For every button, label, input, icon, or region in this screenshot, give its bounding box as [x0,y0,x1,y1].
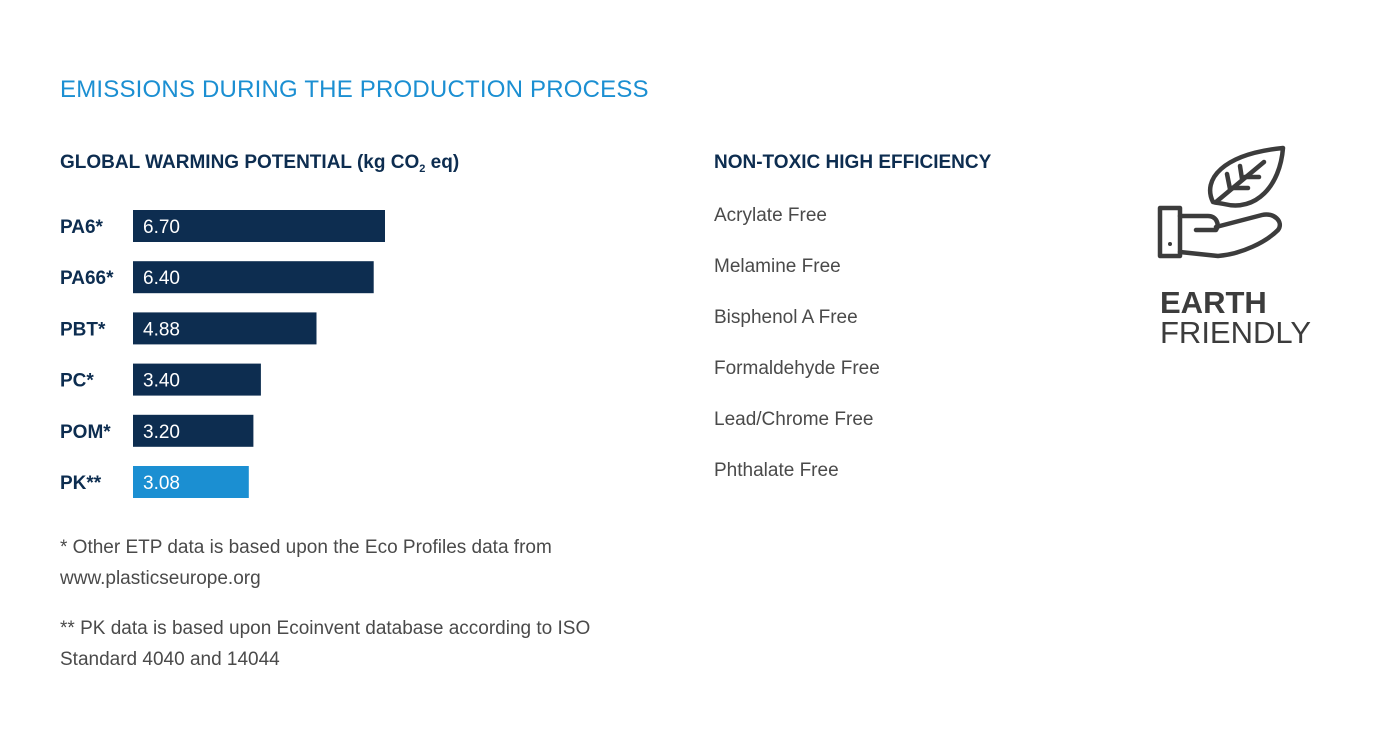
features-title: NON-TOXIC HIGH EFFICIENCY [714,152,992,173]
gwp-bar-chart: PA6* 6.70 PA66* 6.40 PBT* 4.88 PC* 3.40 POM* 3.20… [60,210,385,498]
bar [133,466,249,498]
bar-value-label: 6.70 [143,217,180,238]
footnote-ecoinvent: ** PK data is based upon Ecoinvent datab… [60,618,591,670]
chart-title-subscript: 2 [419,163,426,175]
list-item: Phthalate Free [714,460,839,481]
category-label: PA6* [60,217,104,238]
bar [133,261,374,294]
list-item: Bisphenol A Free [714,307,858,328]
category-label: PK** [60,473,102,494]
badge-earth-label: EARTH [1160,285,1267,320]
category-label: PC* [60,371,94,392]
bar-value-label: 3.40 [143,371,180,392]
list-item: Lead/Chrome Free [714,409,874,430]
section-title: EMISSIONS DURING THE PRODUCTION PROCESS [60,76,649,103]
list-item: Formaldehyde Free [714,358,880,379]
chart-title: GLOBAL WARMING POTENTIAL (kg CO2 eq) [60,152,459,175]
bar-value-label: 4.88 [143,319,180,340]
bar [133,210,385,242]
list-item: Melamine Free [714,256,841,277]
list-item: Acrylate Free [714,205,827,226]
bar-value-label: 6.40 [143,268,180,289]
chart-title-suffix: eq) [425,152,460,173]
category-label: POM* [60,422,111,443]
chart-title-main: GLOBAL WARMING POTENTIAL (kg CO [60,152,420,173]
category-label: PBT* [60,319,106,340]
bar-value-label: 3.20 [143,422,180,443]
bar [133,414,254,447]
badge-friendly-label: FRIENDLY [1160,315,1312,350]
bar [133,363,261,396]
category-label: PA66* [60,268,114,289]
footnote-eco-profiles: * Other ETP data is based upon the Eco P… [60,537,552,589]
bar [133,312,317,345]
bar-value-label: 3.08 [143,473,180,494]
leaf-in-hand-icon [1157,145,1286,259]
features-list: Acrylate Free Melamine Free Bisphenol A … [714,202,880,508]
